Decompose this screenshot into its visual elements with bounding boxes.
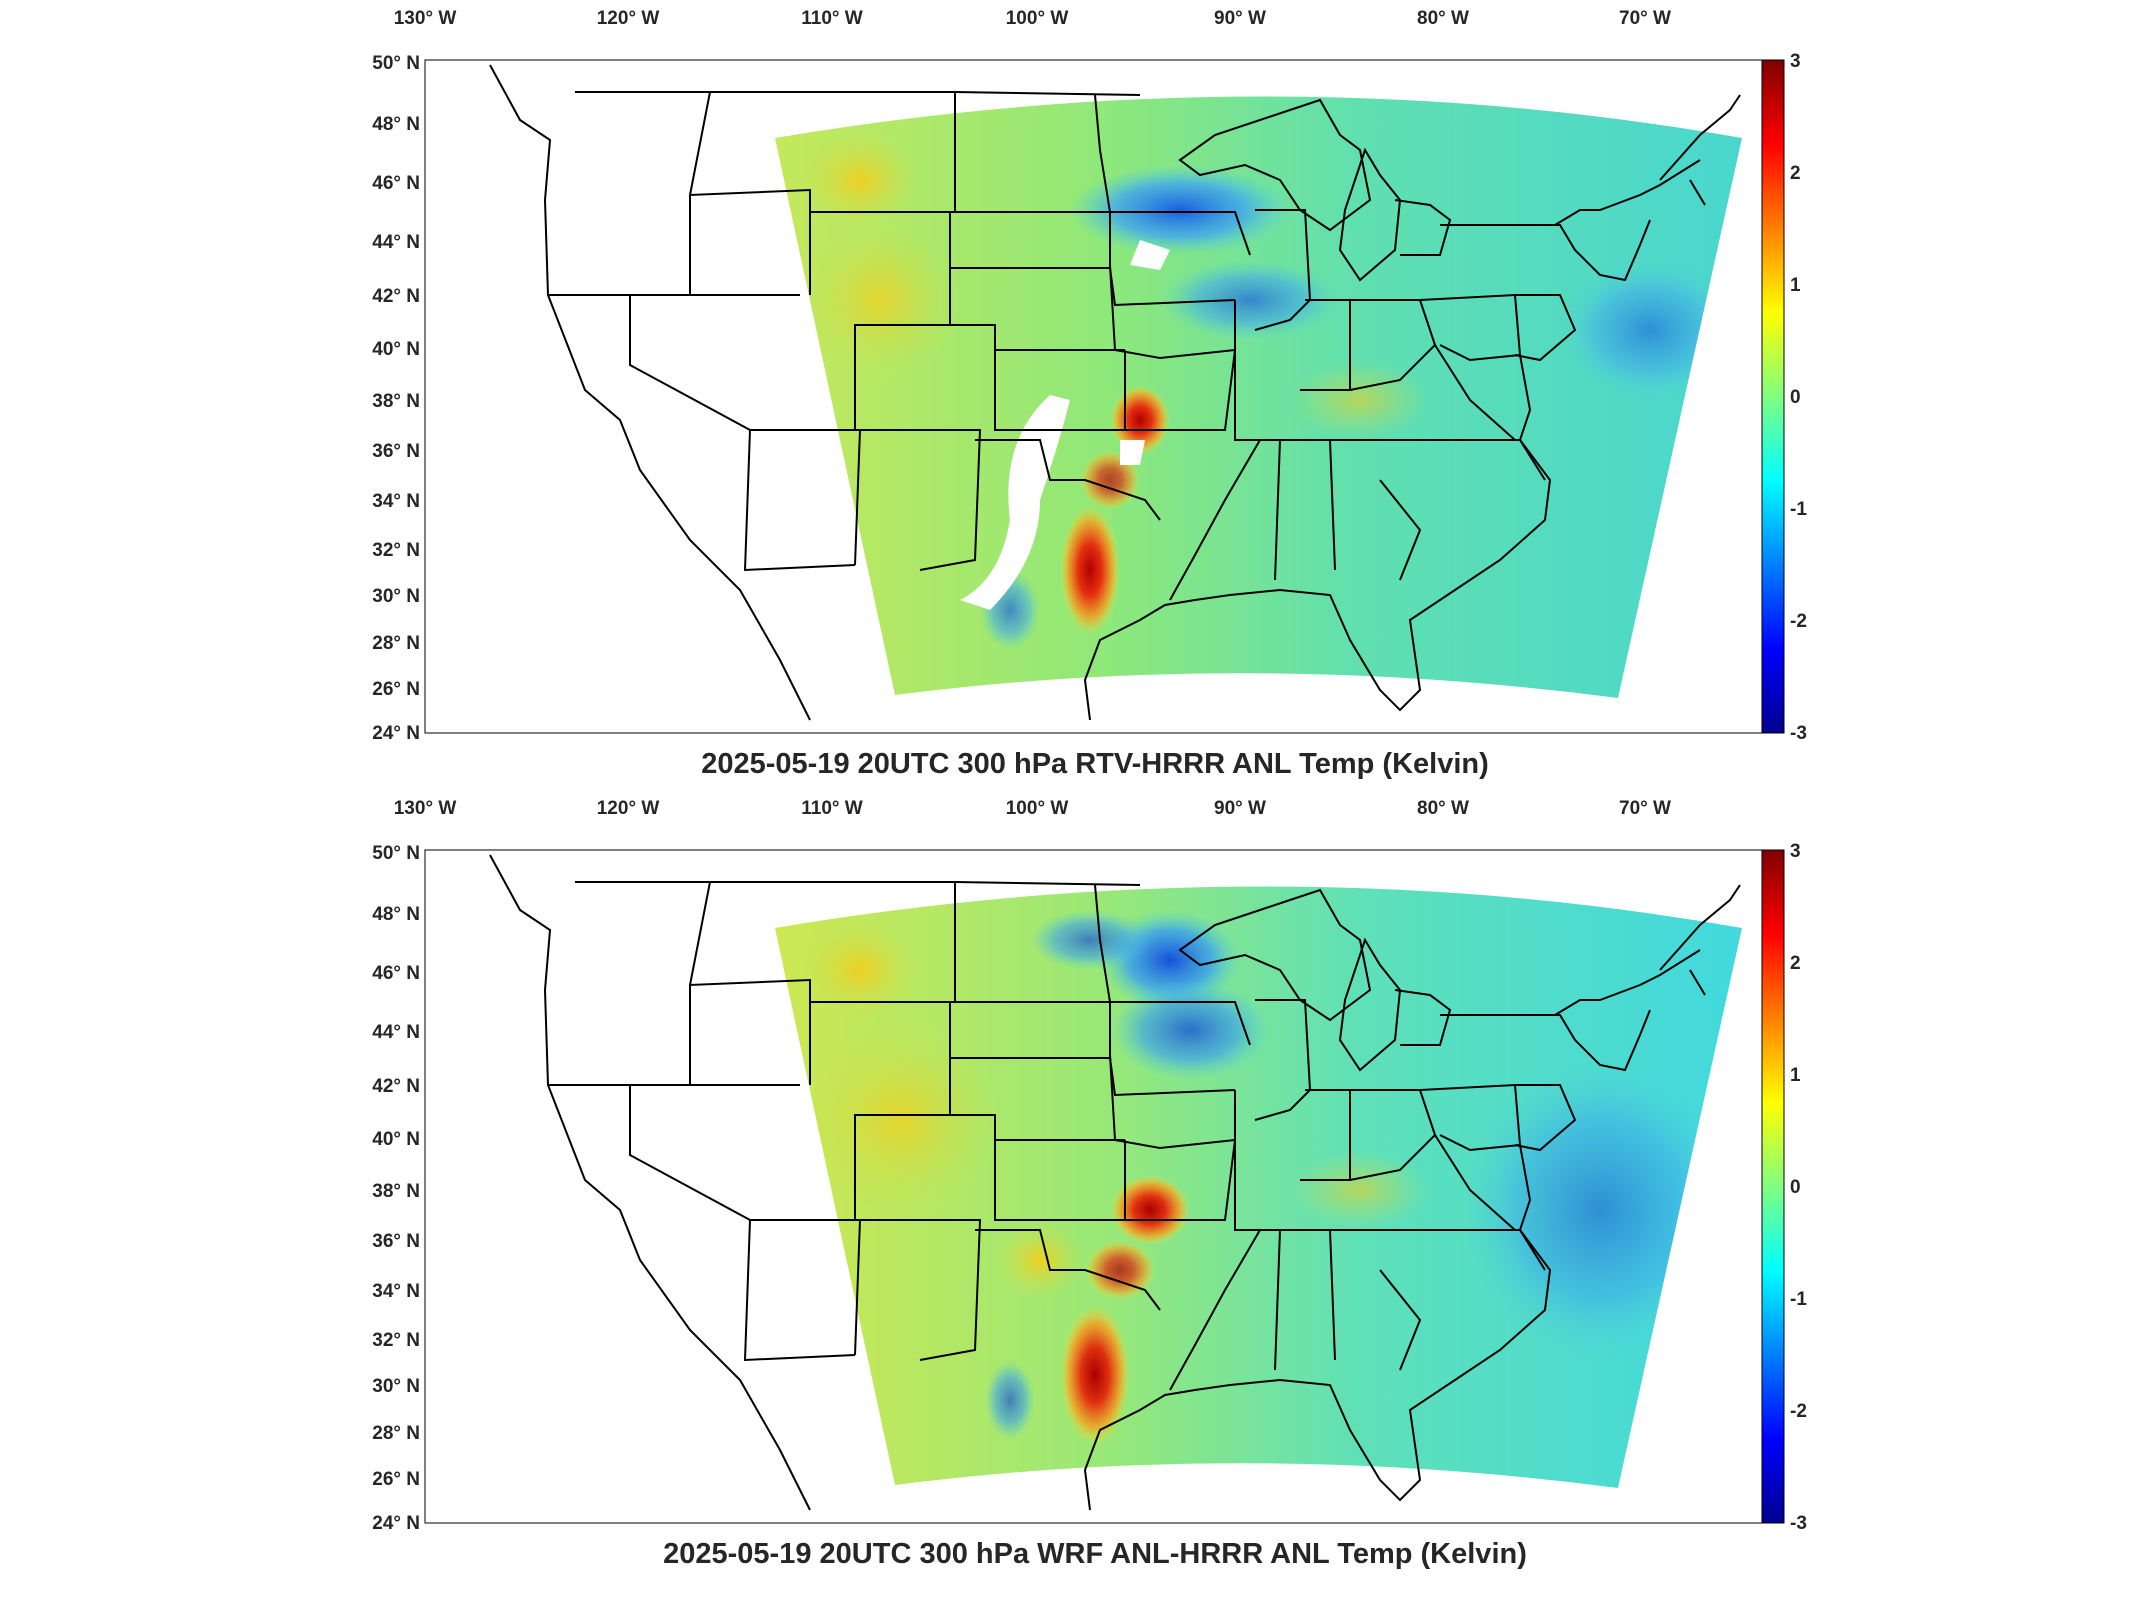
lat-label: 42° N [372, 286, 420, 307]
lat-label: 44° N [372, 232, 420, 253]
lon-label: 110° W [801, 8, 863, 29]
colorbar-tick: -2 [1790, 611, 1807, 632]
lat-label: 44° N [372, 1022, 420, 1043]
lat-label: 50° N [372, 53, 420, 74]
colorbar-tick: -3 [1790, 1513, 1807, 1534]
lat-label: 34° N [372, 491, 420, 512]
state-borders [489, 64, 1741, 721]
lat-label: 50° N [372, 843, 420, 864]
lat-label: 28° N [372, 633, 420, 654]
colorbar-tick: 0 [1790, 1177, 1801, 1198]
colorbar-tick: -1 [1790, 1289, 1807, 1310]
lon-label: 90° W [1214, 8, 1266, 29]
lat-label: 42° N [372, 1076, 420, 1097]
lon-label: 70° W [1619, 8, 1671, 29]
colorbar-tick: 2 [1790, 163, 1801, 184]
map-plot-area [424, 59, 1785, 734]
temperature-difference-field [775, 886, 1742, 1488]
lat-label: 48° N [372, 904, 420, 925]
colorbar [1761, 59, 1785, 734]
lat-label: 46° N [372, 173, 420, 194]
lat-label: 32° N [372, 1330, 420, 1351]
lon-label: 90° W [1214, 798, 1266, 819]
map-plot-area [424, 849, 1785, 1524]
colorbar-tick: 1 [1790, 275, 1801, 296]
lat-label: 24° N [372, 1513, 420, 1534]
colorbar-tick: 3 [1790, 841, 1801, 862]
lon-label: 100° W [1005, 798, 1069, 819]
state-borders [489, 854, 1741, 1511]
colorbar-tick: 3 [1790, 51, 1801, 72]
panel-title: 2025-05-19 20UTC 300 hPa RTV-HRRR ANL Te… [701, 748, 1489, 780]
lat-label: 30° N [372, 586, 420, 607]
lat-label: 40° N [372, 339, 420, 360]
lat-label: 30° N [372, 1376, 420, 1397]
map-panel-rtv: 130° W 120° W 110° W 100° W 90° W 80° W … [0, 0, 2133, 790]
map-panel-wrf: 130° W 120° W 110° W 100° W 90° W 80° W … [0, 790, 2133, 1580]
lon-label: 80° W [1417, 798, 1469, 819]
lat-label: 24° N [372, 723, 420, 744]
lat-label: 28° N [372, 1423, 420, 1444]
lon-label: 130° W [393, 798, 457, 819]
lon-label: 130° W [393, 8, 457, 29]
colorbar-tick: 0 [1790, 387, 1801, 408]
lon-label: 120° W [596, 8, 660, 29]
colorbar-tick: -3 [1790, 723, 1807, 744]
panel-title: 2025-05-19 20UTC 300 hPa WRF ANL-HRRR AN… [663, 1538, 1527, 1570]
colorbar-tick: 2 [1790, 953, 1801, 974]
lat-label: 26° N [372, 1469, 420, 1490]
lat-label: 34° N [372, 1281, 420, 1302]
lat-label: 32° N [372, 540, 420, 561]
lat-label: 46° N [372, 963, 420, 984]
lat-label: 36° N [372, 1231, 420, 1252]
lat-label: 48° N [372, 114, 420, 135]
colorbar [1761, 849, 1785, 1524]
lon-label: 80° W [1417, 8, 1469, 29]
lat-label: 36° N [372, 441, 420, 462]
colorbar-tick: -2 [1790, 1401, 1807, 1422]
lon-label: 110° W [801, 798, 863, 819]
lat-label: 38° N [372, 391, 420, 412]
colorbar-tick: 1 [1790, 1065, 1801, 1086]
lat-label: 38° N [372, 1181, 420, 1202]
lon-label: 70° W [1619, 798, 1671, 819]
lat-label: 26° N [372, 679, 420, 700]
lat-label: 40° N [372, 1129, 420, 1150]
lon-label: 120° W [596, 798, 660, 819]
temperature-difference-field [775, 96, 1742, 698]
lon-label: 100° W [1005, 8, 1069, 29]
colorbar-tick: -1 [1790, 499, 1807, 520]
